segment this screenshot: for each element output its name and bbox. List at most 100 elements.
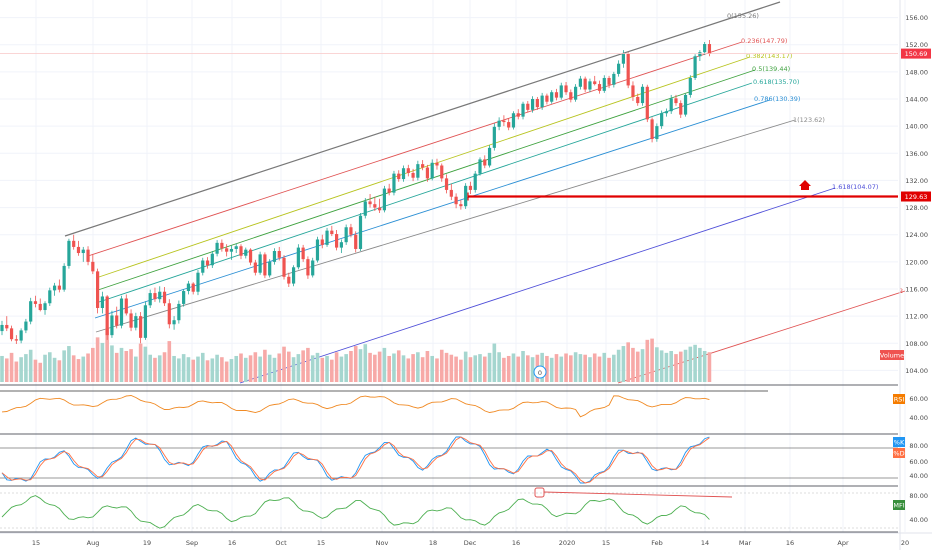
price-tick-label: 148.00 <box>905 68 928 76</box>
volume-bar <box>224 361 229 382</box>
volume-bar <box>172 355 176 382</box>
price-tick-label: 108.00 <box>905 340 928 348</box>
candle-body <box>134 316 138 328</box>
fib-level-label: 0.618(135.70) <box>753 78 799 86</box>
volume-bar <box>205 360 210 382</box>
candle-body <box>282 257 286 277</box>
volume-bar <box>134 356 138 382</box>
volume-bar <box>148 354 152 382</box>
candle-body <box>14 339 18 341</box>
mfi-tag-label: MFI <box>893 502 904 510</box>
candle-body <box>569 92 573 100</box>
candle-body <box>287 276 291 284</box>
candle-body <box>483 159 487 166</box>
time-tick-label: Mar <box>739 539 752 547</box>
volume-bar <box>420 357 425 382</box>
support-line[interactable] <box>467 192 898 201</box>
fib-line <box>95 82 753 304</box>
candle-body <box>5 324 9 329</box>
price-tick-label: 140.00 <box>905 123 928 131</box>
candle-body <box>335 234 339 248</box>
mfi-highlight-box <box>534 487 545 498</box>
volume-bar <box>67 346 71 382</box>
candle-body <box>57 285 61 290</box>
candle-body <box>311 260 315 276</box>
volume-bar <box>545 355 549 382</box>
candle-body <box>449 189 453 197</box>
volume-bar <box>277 353 282 382</box>
candle-body <box>100 296 104 308</box>
candle-body <box>277 251 281 258</box>
volume-bar <box>353 346 358 382</box>
volume-bar <box>334 352 339 382</box>
volume-bar <box>411 354 415 382</box>
candle-body <box>301 247 305 260</box>
candles <box>0 39 712 344</box>
volume-bar <box>373 354 377 382</box>
volume-bar <box>239 353 243 382</box>
time-tick-label: Apr <box>837 539 849 547</box>
candle-body <box>578 78 582 87</box>
volume-bar <box>659 350 664 382</box>
candle-body <box>444 178 449 190</box>
volume-bar <box>263 349 267 382</box>
candle-body <box>191 283 195 292</box>
volume-bar <box>52 357 57 382</box>
candle-body <box>559 85 563 98</box>
time-tick-label: 15 <box>317 539 325 547</box>
candle-body <box>645 86 649 120</box>
volume-bar <box>296 354 301 382</box>
price-tick-label: 104.00 <box>905 367 928 375</box>
time-tick-label: Nov <box>376 539 389 547</box>
volume-bar <box>444 352 449 382</box>
time-tick-label: 16 <box>512 539 520 547</box>
candle-body <box>158 291 162 300</box>
volume-bar <box>497 352 501 382</box>
fib-line <box>239 187 836 384</box>
time-tick-label: 16 <box>228 539 236 547</box>
volume-bars <box>0 328 712 382</box>
candle-body <box>545 95 549 102</box>
volume-bar <box>502 357 506 382</box>
volume-bar <box>119 347 124 382</box>
candle-body <box>344 227 348 243</box>
candle-body <box>521 103 525 117</box>
volume-bar <box>0 355 4 382</box>
volume-bar <box>487 352 492 382</box>
house-icon <box>799 180 811 190</box>
price-tick-label: 144.00 <box>905 96 928 104</box>
candle-body <box>550 92 554 102</box>
candle-body <box>268 261 272 276</box>
volume-bar <box>645 339 650 382</box>
candle-body <box>574 86 578 100</box>
volume-bar <box>449 354 454 382</box>
time-tick-label: Dec <box>464 539 477 547</box>
candle-body <box>210 253 214 266</box>
volume-bar <box>105 328 109 382</box>
candle-body <box>272 251 277 262</box>
volume-bar <box>387 355 391 382</box>
volume-bar <box>48 352 52 382</box>
time-tick-label: 20 <box>901 539 909 547</box>
volume-bar <box>559 356 564 382</box>
candle-body <box>416 164 420 178</box>
volume-bar <box>678 351 683 382</box>
candle-body <box>143 305 147 338</box>
candle-body <box>530 99 535 110</box>
candle-body <box>492 126 496 148</box>
candle-body <box>38 303 42 311</box>
time-tick-label: 15 <box>602 539 610 547</box>
volume-bar <box>129 349 133 382</box>
candle-body <box>182 291 186 304</box>
volume-bar <box>377 351 382 382</box>
volume-bar <box>315 352 320 382</box>
volume-bar <box>153 357 157 382</box>
candle-body <box>516 113 520 117</box>
volume-bar <box>81 356 86 382</box>
volume-bar <box>9 352 14 382</box>
candle-body <box>354 234 358 249</box>
candle-body <box>526 103 530 110</box>
stoch-d-tag-label: %D <box>893 450 904 458</box>
